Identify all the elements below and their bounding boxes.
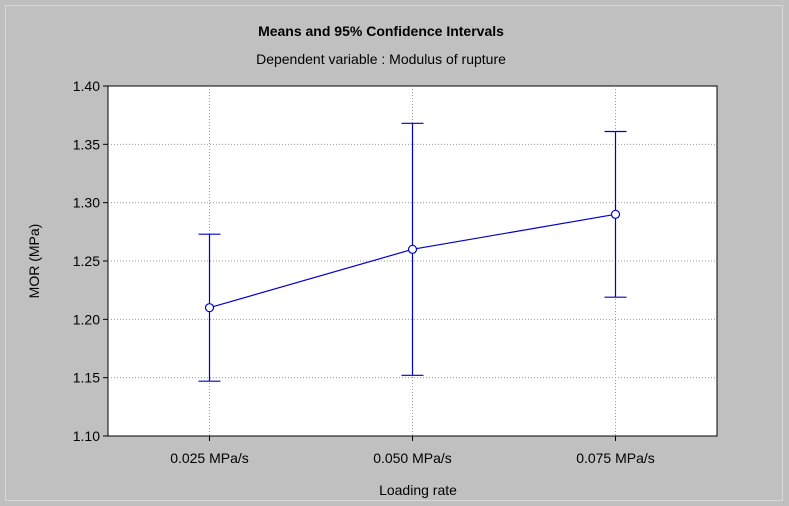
y-tick-label: 1.15 xyxy=(73,370,100,386)
y-tick-label: 1.30 xyxy=(73,195,100,211)
chart-title: Means and 95% Confidence Intervals xyxy=(258,23,504,39)
x-tick-label: 0.050 MPa/s xyxy=(373,450,452,466)
mean-point xyxy=(407,244,418,254)
y-tick-label: 1.25 xyxy=(73,253,100,269)
series-layer xyxy=(198,122,627,382)
tick-layer: 1.10 1.15 1.20 1.25 1.30 1.35 1.40 0.025 MPa/s 0… xyxy=(73,78,655,466)
mean-point xyxy=(204,303,215,313)
chart-svg: Means and 95% Confidence Intervals Depen… xyxy=(26,23,718,498)
x-axis-label: Loading rate xyxy=(379,482,457,498)
y-tick-label: 1.35 xyxy=(73,136,100,152)
x-tick-label: 0.075 MPa/s xyxy=(576,450,655,466)
y-axis-label: MOR (MPa) xyxy=(26,224,42,299)
chart-subtitle: Dependent variable : Modulus of rupture xyxy=(256,51,506,67)
y-tick-label: 1.10 xyxy=(73,428,100,444)
mean-point xyxy=(610,209,621,219)
y-tick-label: 1.20 xyxy=(73,311,100,327)
x-tick-label: 0.025 MPa/s xyxy=(170,450,249,466)
chart-panel: Means and 95% Confidence Intervals Depen… xyxy=(5,5,783,501)
y-tick-label: 1.40 xyxy=(73,78,100,94)
